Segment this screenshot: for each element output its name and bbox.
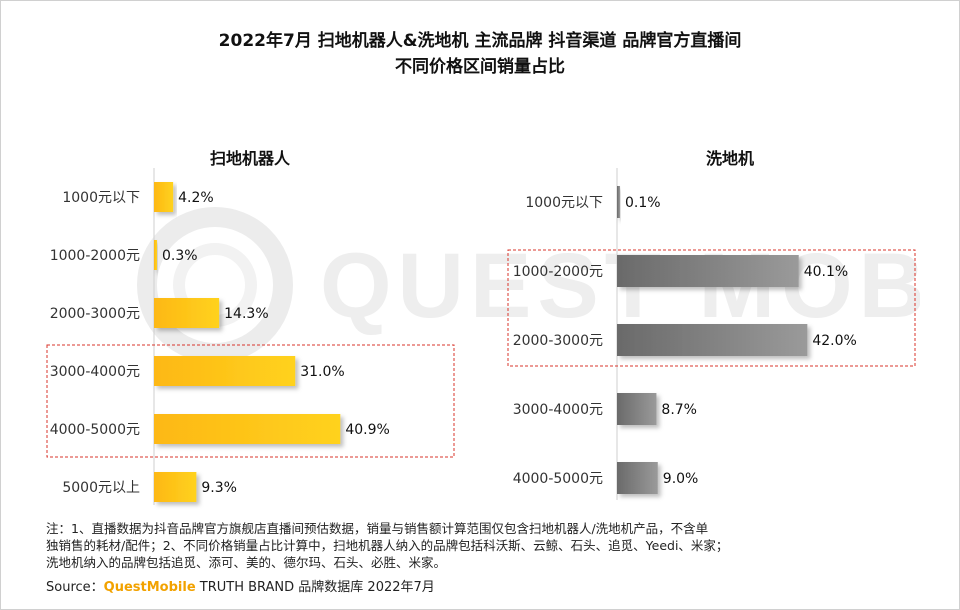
category-label-robot-3: 3000-4000元 — [50, 364, 140, 380]
value-label-washer-1: 40.1% — [804, 264, 848, 280]
footnote-line3: 洗地机纳入的品牌包括追觅、添可、美的、德尔玛、石头、必胜、米家。 — [46, 555, 447, 570]
bar-washer-4 — [617, 462, 658, 494]
footnote-line2: 独销售的耗材/配件；2、不同价格销量占比计算中，扫地机器人纳入的品牌包括科沃斯、… — [46, 538, 729, 553]
footnote-line1: 注：1、直播数据为抖音品牌官方旗舰店直播间预估数据，销量与销售额计算范围仅包含扫… — [46, 521, 709, 536]
bar-robot-2 — [154, 298, 220, 328]
chart-title-robot: 扫地机器人 — [209, 149, 290, 168]
value-label-washer-3: 8.7% — [661, 402, 697, 418]
value-label-washer-4: 9.0% — [663, 471, 699, 487]
highlight-box-robot — [46, 344, 455, 458]
category-label-robot-2: 2000-3000元 — [50, 306, 140, 322]
chart-washer: 1000元以下 0.1% 1000-2000元 40.1% 2000-3000元 42.0… — [507, 168, 916, 500]
category-label-washer-0: 1000元以下 — [525, 195, 603, 211]
category-label-robot-5: 5000元以上 — [62, 480, 140, 496]
value-label-robot-0: 4.2% — [178, 190, 214, 206]
value-label-washer-0: 0.1% — [625, 195, 661, 211]
page-title: 2022年7月 扫地机器人&洗地机 主流品牌 抖音渠道 品牌官方直播间 不同价格… — [0, 28, 960, 80]
category-label-robot-1: 1000-2000元 — [50, 248, 140, 264]
value-label-robot-1: 0.3% — [162, 248, 198, 264]
source-label: Source： — [46, 580, 104, 595]
value-label-robot-4: 40.9% — [345, 422, 389, 438]
category-label-robot-0: 1000元以下 — [62, 190, 140, 206]
value-label-robot-2: 14.3% — [224, 306, 268, 322]
bar-robot-3 — [154, 356, 296, 386]
bar-washer-2 — [617, 324, 808, 356]
highlight-box-washer — [507, 249, 916, 367]
bar-robot-5 — [154, 472, 197, 502]
category-label-washer-4: 4000-5000元 — [513, 471, 603, 487]
category-label-washer-2: 2000-3000元 — [513, 333, 603, 349]
bar-washer-1 — [617, 255, 799, 287]
category-label-robot-4: 4000-5000元 — [50, 422, 140, 438]
page-title-line1: 2022年7月 扫地机器人&洗地机 主流品牌 抖音渠道 品牌官方直播间 — [218, 31, 742, 51]
source-line: Source：QuestMobile TRUTH BRAND 品牌数据库 202… — [46, 576, 435, 595]
footnotes: 注：1、直播数据为抖音品牌官方旗舰店直播间预估数据，销量与销售额计算范围仅包含扫… — [46, 520, 926, 571]
value-label-washer-2: 42.0% — [812, 333, 856, 349]
category-label-washer-3: 3000-4000元 — [513, 402, 603, 418]
source-rest: TRUTH BRAND 品牌数据库 2022年7月 — [195, 580, 435, 595]
value-label-robot-5: 9.3% — [201, 480, 237, 496]
bar-robot-0 — [154, 182, 174, 212]
page-title-line2: 不同价格区间销量占比 — [395, 57, 565, 77]
value-label-robot-3: 31.0% — [300, 364, 344, 380]
bar-washer-0 — [617, 186, 620, 218]
source-brand: QuestMobile — [103, 580, 196, 595]
category-label-washer-1: 1000-2000元 — [513, 264, 603, 280]
chart-title-washer: 洗地机 — [705, 149, 754, 168]
bar-robot-4 — [154, 414, 341, 444]
chart-robot: 1000元以下 4.2% 1000-2000元 0.3% 2000-3000元 14.3%… — [46, 168, 455, 505]
bar-washer-3 — [617, 393, 657, 425]
bar-robot-1 — [154, 240, 157, 270]
